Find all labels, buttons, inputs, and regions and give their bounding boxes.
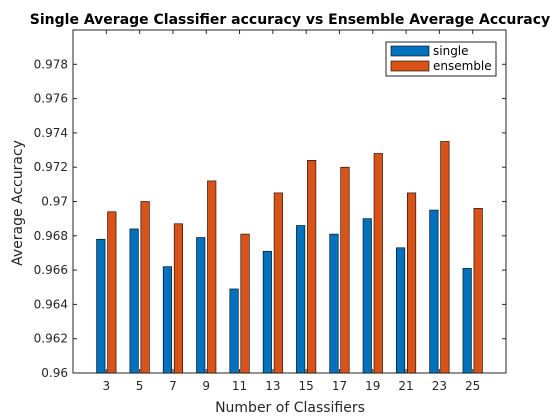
bar-ensemble-9 bbox=[207, 181, 216, 373]
chart-title: Single Average Classifier accuracy vs En… bbox=[30, 12, 550, 28]
bar-ensemble-17 bbox=[341, 167, 350, 373]
bar-single-23 bbox=[430, 210, 439, 373]
bar-single-25 bbox=[463, 268, 472, 373]
legend-label-single: single bbox=[433, 44, 469, 58]
bar-single-9 bbox=[196, 238, 205, 373]
y-tick-label-0: 0.96 bbox=[41, 366, 68, 380]
bar-ensemble-15 bbox=[307, 160, 316, 373]
legend-swatch-ensemble bbox=[391, 61, 429, 71]
y-tick-label-6: 0.972 bbox=[34, 160, 68, 174]
y-axis-label: Average Accuracy bbox=[10, 140, 26, 266]
bar-single-3 bbox=[97, 239, 106, 373]
bar-ensemble-11 bbox=[241, 234, 250, 373]
x-tick-label-21: 21 bbox=[398, 379, 413, 393]
bar-single-13 bbox=[263, 251, 272, 373]
x-tick-label-13: 13 bbox=[265, 379, 280, 393]
bar-ensemble-25 bbox=[474, 208, 483, 373]
bar-ensemble-13 bbox=[274, 193, 283, 373]
y-tick-label-7: 0.974 bbox=[34, 126, 68, 140]
bar-ensemble-23 bbox=[441, 141, 450, 373]
x-tick-label-17: 17 bbox=[332, 379, 347, 393]
y-tick-label-9: 0.978 bbox=[34, 57, 68, 71]
plot-area: 3 5 7 9 11 13 15 17 19 21 23 25 0.96 0.962 0.964 0.966 0… bbox=[34, 30, 506, 393]
bar-ensemble-21 bbox=[407, 193, 416, 373]
x-tick-label-23: 23 bbox=[432, 379, 447, 393]
bar-ensemble-7 bbox=[174, 224, 183, 373]
bar-single-5 bbox=[130, 229, 139, 373]
y-tick-label-4: 0.968 bbox=[34, 229, 68, 243]
x-tick-label-9: 9 bbox=[202, 379, 210, 393]
y-tick-label-5: 0.97 bbox=[41, 195, 68, 209]
bar-single-21 bbox=[396, 248, 405, 373]
y-tick-label-8: 0.976 bbox=[34, 92, 68, 106]
legend-label-ensemble: ensemble bbox=[433, 59, 492, 73]
bar-ensemble-19 bbox=[374, 153, 383, 373]
y-tick-label-1: 0.962 bbox=[34, 332, 68, 346]
x-tick-label-11: 11 bbox=[232, 379, 247, 393]
bar-ensemble-3 bbox=[108, 212, 117, 373]
bar-single-7 bbox=[163, 267, 172, 373]
x-tick-label-3: 3 bbox=[102, 379, 110, 393]
x-tick-label-5: 5 bbox=[136, 379, 144, 393]
bar-single-19 bbox=[363, 219, 372, 373]
x-tick-label-19: 19 bbox=[365, 379, 380, 393]
bar-single-11 bbox=[230, 289, 239, 373]
x-axis-label: Number of Classifiers bbox=[215, 400, 365, 416]
x-tick-label-25: 25 bbox=[465, 379, 480, 393]
bar-single-17 bbox=[330, 234, 339, 373]
y-tick-label-3: 0.966 bbox=[34, 263, 68, 277]
legend-swatch-single bbox=[391, 46, 429, 56]
bar-single-15 bbox=[296, 226, 305, 373]
bar-ensemble-5 bbox=[141, 202, 150, 374]
x-tick-label-15: 15 bbox=[299, 379, 314, 393]
x-tick-label-7: 7 bbox=[169, 379, 177, 393]
y-tick-label-2: 0.964 bbox=[34, 297, 68, 311]
